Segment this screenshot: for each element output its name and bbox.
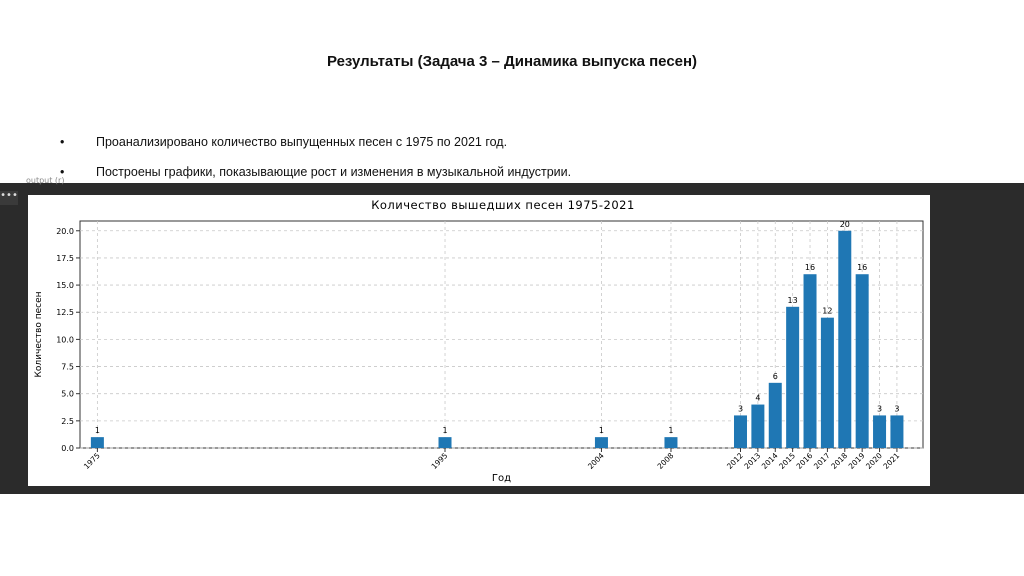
bar <box>820 317 834 448</box>
y-tick-label: 5.0 <box>61 390 74 399</box>
bar <box>890 415 904 448</box>
x-tick-label: 1995 <box>430 451 450 471</box>
data-label: 3 <box>877 404 882 413</box>
y-tick-label: 20.0 <box>56 227 74 236</box>
data-label: 1 <box>599 426 604 435</box>
x-tick-label: 2016 <box>795 451 815 471</box>
bar <box>873 415 887 448</box>
bar <box>751 404 765 448</box>
bar <box>768 382 782 448</box>
data-label: 6 <box>773 372 778 381</box>
chart-title: Количество вышедших песен 1975-2021 <box>371 198 635 212</box>
bar <box>664 437 678 448</box>
y-tick-label: 7.5 <box>61 363 74 372</box>
data-label: 4 <box>755 394 760 403</box>
x-tick-label: 2015 <box>777 451 797 471</box>
bar <box>594 437 608 448</box>
slide-title: Результаты (Задача 3 – Динамика выпуска … <box>326 53 698 70</box>
data-label: 20 <box>840 220 850 229</box>
y-tick-label: 15.0 <box>56 281 74 290</box>
x-tick-label: 2019 <box>847 451 867 471</box>
bar <box>90 437 104 448</box>
data-label: 3 <box>738 404 743 413</box>
x-tick-label: 2014 <box>760 451 780 471</box>
data-label: 16 <box>857 263 867 272</box>
x-axis-label: Год <box>492 473 511 484</box>
x-tick-label: 2012 <box>725 451 745 471</box>
bullet-dot: • <box>60 135 65 149</box>
y-tick-label: 17.5 <box>56 254 74 263</box>
bullet-item: • Проанализировано количество выпущенных… <box>60 134 571 164</box>
x-tick-label: 2018 <box>829 451 849 471</box>
bar-chart: Количество вышедших песен 1975-2021 Коли… <box>34 198 924 484</box>
bar <box>803 274 817 448</box>
x-tick-label: 2004 <box>586 451 606 471</box>
x-tick-label: 2008 <box>656 451 676 471</box>
y-tick-label: 10.0 <box>56 335 74 344</box>
output-label: output (r) <box>26 176 65 185</box>
x-tick-label: 2013 <box>742 451 762 471</box>
y-axis-label: Количество песен <box>34 291 44 377</box>
data-label: 13 <box>788 296 798 305</box>
data-label: 1 <box>442 426 447 435</box>
x-tick-label: 2020 <box>864 451 884 471</box>
bullet-text: Проанализировано количество выпущенных п… <box>96 135 508 149</box>
more-options-icon[interactable]: ••• <box>0 191 18 205</box>
bullet-text: Построены графики, показывающие рост и и… <box>96 165 572 179</box>
data-label: 1 <box>668 426 673 435</box>
x-tick-label: 2021 <box>881 451 901 471</box>
y-tick-label: 12.5 <box>56 308 74 317</box>
data-label: 16 <box>805 263 815 272</box>
bar <box>786 306 800 448</box>
bar <box>733 415 747 448</box>
bullet-item: • Построены графики, показывающие рост и… <box>60 164 571 194</box>
bar <box>438 437 452 448</box>
y-tick-label: 0.0 <box>61 444 74 453</box>
bullet-list: • Проанализировано количество выпущенных… <box>60 134 571 194</box>
data-label: 12 <box>822 307 832 316</box>
bar <box>838 230 852 448</box>
x-tick-label: 1975 <box>82 451 102 471</box>
chart-panel: Количество вышедших песен 1975-2021 Коли… <box>28 195 930 486</box>
x-tick-label: 2017 <box>812 451 832 471</box>
bullet-dot: • <box>60 165 65 179</box>
data-label: 1 <box>95 426 100 435</box>
data-label: 3 <box>894 404 899 413</box>
bar <box>855 274 869 448</box>
y-tick-label: 2.5 <box>61 417 74 426</box>
